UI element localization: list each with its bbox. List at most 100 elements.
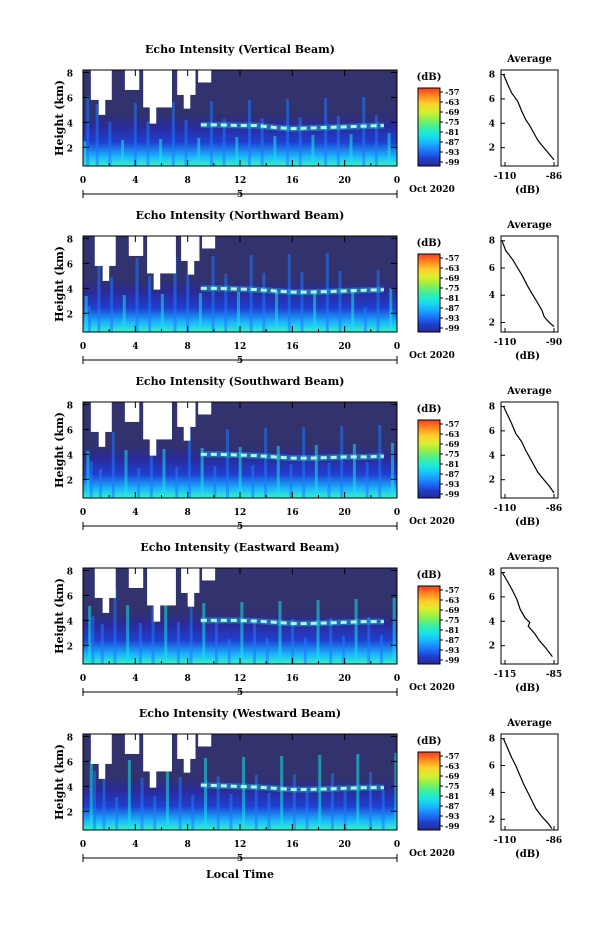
x-tick-label: 8 [185, 508, 191, 518]
profile-y-tick-label: 6 [489, 427, 495, 437]
colorbar-tick-label: -93 [445, 147, 460, 157]
x-tick-label: 0 [394, 840, 400, 850]
bright-layer [200, 286, 384, 294]
y-tick-label: 2 [67, 808, 73, 818]
profile-y-tick-label: 2 [489, 144, 495, 154]
heatmap-streak [173, 257, 177, 332]
heatmap-streak [113, 587, 117, 664]
x-tick-label: 20 [338, 508, 351, 518]
bright-layer-glow [200, 617, 384, 627]
colorbar-tick-label: -99 [445, 323, 460, 333]
heatmap-streak [254, 775, 258, 830]
y-tick-label: 4 [67, 451, 73, 461]
x-tick-label: 20 [338, 840, 351, 850]
heatmap-data-gap [94, 236, 116, 266]
x-tick-label: 16 [286, 840, 299, 850]
heatmap-streak [253, 620, 257, 664]
profile-y-tick-label: 4 [489, 451, 495, 461]
x-tick-label: 16 [286, 674, 299, 684]
heatmap-data-gap [102, 264, 110, 281]
profile-line [501, 240, 555, 328]
profile-y-tick-label: 4 [489, 788, 495, 798]
colorbar-tick-label: -69 [445, 439, 460, 449]
heatmap-streak [367, 617, 371, 664]
colorbar-tick-label: -63 [445, 595, 460, 605]
x-tick-label: 12 [234, 342, 247, 352]
profile-frame [500, 733, 559, 831]
y-tick-label: 2 [67, 476, 73, 486]
heatmap-streak [236, 292, 240, 332]
date-label: Oct 2020 [409, 517, 455, 527]
bright-layer-glow [200, 782, 384, 793]
panel-3: Echo Intensity (Eastward Beam)2468Height… [53, 541, 562, 698]
colorbar-unit: (dB) [417, 570, 442, 581]
bright-layer [200, 783, 384, 791]
y-tick-label: 6 [67, 758, 73, 768]
heatmap-streak [213, 466, 217, 498]
colorbar-tick-label: -99 [445, 821, 460, 831]
profile-y-tick-label: 4 [489, 291, 495, 301]
x-tick-label: 12 [234, 840, 247, 850]
heatmap-data-gap [177, 402, 196, 427]
profile-y-tick-label: 4 [489, 119, 495, 129]
day-label: 5 [237, 356, 243, 366]
colorbar [417, 419, 441, 499]
heatmap-streak [292, 774, 296, 830]
heatmap-data-gap [147, 236, 176, 274]
heatmap-streak [204, 758, 208, 830]
colorbar-tick-label: -81 [445, 293, 459, 303]
heatmap-data-gap [147, 568, 176, 606]
heatmap-title: Echo Intensity (Northward Beam) [136, 209, 345, 222]
colorbar [417, 585, 441, 665]
colorbar-tick-label: -69 [445, 605, 460, 615]
y-tick-label: 6 [67, 592, 73, 602]
colorbar-tick-label: -99 [445, 655, 460, 665]
heatmap-data-gap [187, 259, 195, 275]
heatmap-data-gap [198, 70, 212, 83]
profile-x-tick-label: -110 [494, 504, 517, 514]
heatmap-streak [314, 445, 318, 498]
heatmap-streak [262, 273, 266, 332]
colorbar-tick-label: -93 [445, 313, 460, 323]
x-tick-label: 0 [80, 674, 86, 684]
heatmap-streak [374, 115, 378, 166]
x-tick-label: 20 [338, 176, 351, 186]
heatmap-data-gap [153, 604, 161, 622]
heatmap-streak [160, 294, 164, 332]
heatmap-streak [278, 601, 282, 664]
heatmap-streak [146, 121, 150, 166]
heatmap-data-gap [143, 70, 172, 108]
profile-title: Average [506, 718, 552, 729]
colorbar-tick-label: -87 [445, 801, 459, 811]
colorbar-tick-label: -57 [445, 751, 459, 761]
colorbar-tick-label: -57 [445, 419, 459, 429]
profile-y-tick-label: 2 [489, 476, 495, 486]
y-tick-label: 8 [67, 733, 73, 743]
heatmap-streak [389, 288, 393, 332]
colorbar-tick-label: -75 [445, 283, 459, 293]
heatmap-data-gap [124, 402, 140, 422]
profile-x-tick-label: -115 [494, 670, 517, 680]
heatmap-streak [211, 256, 215, 332]
heatmap-streak [381, 790, 385, 830]
heatmap-streak [124, 450, 128, 498]
x-tick-label: 12 [234, 176, 247, 186]
profile-line [502, 738, 553, 830]
heatmap-streak [264, 428, 268, 498]
heatmap-streak [330, 773, 334, 830]
x-tick-label: 8 [185, 840, 191, 850]
heatmap-streak [138, 623, 142, 664]
profile-x-tick-label: -90 [546, 338, 562, 348]
x-tick-label: 0 [394, 674, 400, 684]
x-tick-label: 0 [80, 176, 86, 186]
heatmap-data-gap [202, 568, 216, 581]
heatmap-data-gap [98, 98, 106, 115]
heatmap-data-gap [183, 425, 191, 441]
colorbar-tick-label: -75 [445, 615, 459, 625]
heatmap-streak [171, 102, 175, 166]
heatmap-streak [135, 258, 139, 332]
colorbar-unit: (dB) [417, 72, 442, 83]
heatmap-streak [198, 293, 202, 332]
colorbar-tick-label: -69 [445, 273, 460, 283]
